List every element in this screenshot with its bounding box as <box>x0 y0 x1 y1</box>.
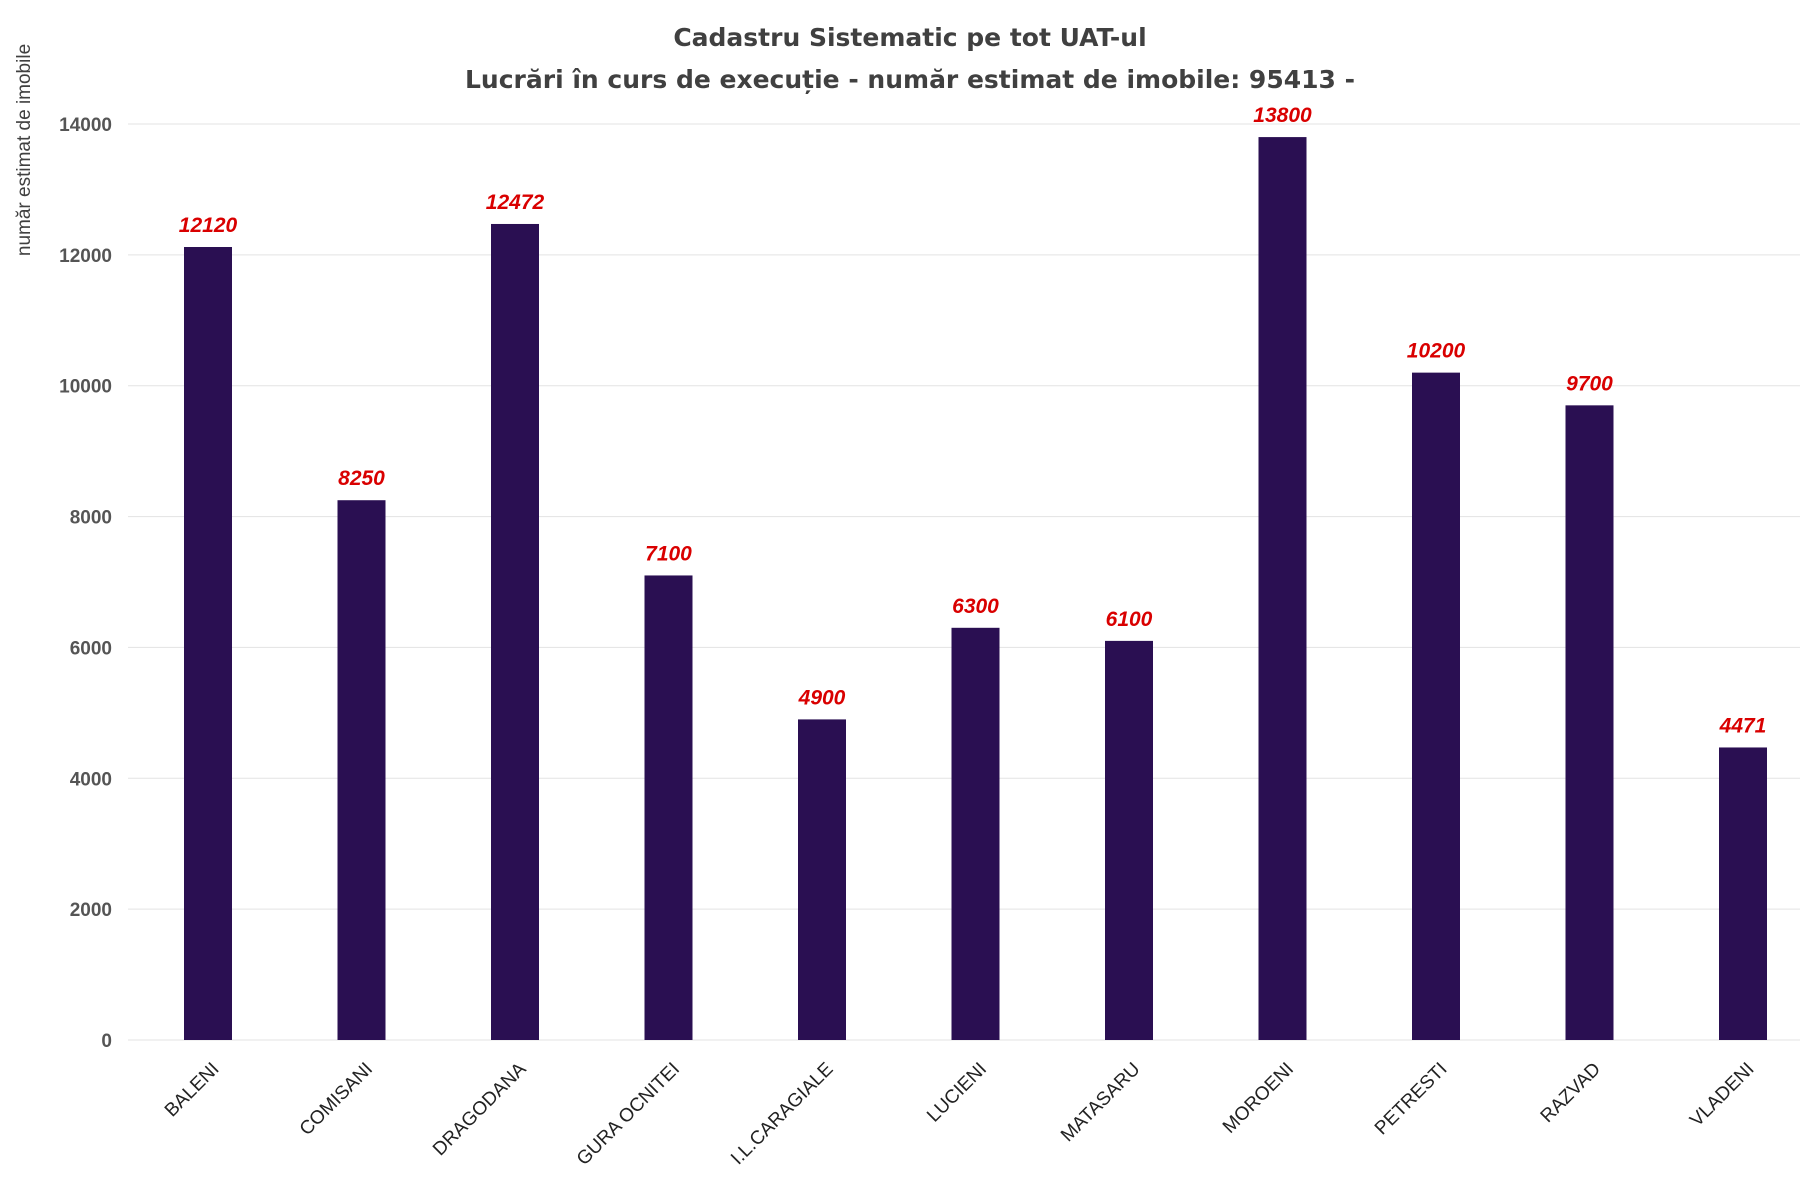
y-tick-label: 0 <box>101 1031 112 1052</box>
x-tick-label: I.L.CARAGIALE <box>727 1059 837 1169</box>
y-tick-label: 2000 <box>70 900 112 921</box>
bar <box>1719 747 1767 1040</box>
bar <box>644 575 693 1040</box>
bars <box>184 137 1767 1041</box>
x-tick-label: LUCIENI <box>923 1059 991 1127</box>
x-tick-label: DRAGODANA <box>429 1058 531 1160</box>
x-tick-label: GURA OCNITEI <box>573 1059 684 1170</box>
data-label: 4900 <box>798 686 846 709</box>
data-labels: 12120 8250 12472 7100 4900 6300 6100 13800 10200… <box>179 104 1767 737</box>
data-label: 8250 <box>338 467 385 490</box>
bar <box>184 247 232 1040</box>
data-label: 9700 <box>1566 372 1613 395</box>
y-axis-ticks: 0 2000 4000 6000 8000 10000 12000 14000 <box>59 115 112 1052</box>
bar <box>798 719 846 1040</box>
data-label: 10200 <box>1407 340 1466 363</box>
data-label: 6100 <box>1106 608 1153 631</box>
bar <box>1565 405 1614 1040</box>
y-tick-label: 12000 <box>59 246 112 267</box>
y-axis-label: număr estimat de imobile <box>14 44 35 256</box>
y-tick-label: 10000 <box>59 377 112 398</box>
x-tick-label: VLADENI <box>1686 1059 1758 1131</box>
bar <box>951 627 1000 1040</box>
x-axis-ticks: BALENI COMISANI DRAGODANA GURA OCNITEI I.L.C… <box>161 1058 1759 1169</box>
bar <box>1105 640 1153 1040</box>
x-tick-label: RAZVAD <box>1537 1059 1605 1127</box>
x-tick-label: MOROENI <box>1219 1059 1298 1138</box>
y-tick-label: 4000 <box>70 769 112 790</box>
bar <box>1258 137 1307 1041</box>
x-tick-label: BALENI <box>161 1059 224 1122</box>
data-label: 12472 <box>486 191 545 214</box>
x-tick-label: MATASARU <box>1057 1059 1145 1147</box>
chart-subtitle: Lucrări în curs de execuție - număr esti… <box>465 65 1355 94</box>
data-label: 12120 <box>179 214 238 237</box>
bar <box>1412 372 1460 1041</box>
y-tick-label: 6000 <box>70 638 112 659</box>
x-tick-label: COMISANI <box>296 1059 377 1140</box>
chart-title: Cadastru Sistematic pe tot UAT-ul <box>673 23 1146 52</box>
bar <box>491 223 539 1040</box>
data-label: 7100 <box>645 542 692 565</box>
bar <box>337 500 386 1040</box>
data-label: 6300 <box>952 595 999 618</box>
y-tick-label: 14000 <box>59 115 112 136</box>
y-tick-label: 8000 <box>70 508 112 529</box>
data-label: 13800 <box>1253 104 1312 127</box>
data-label: 4471 <box>1719 714 1767 737</box>
x-tick-label: PETRESTI <box>1371 1059 1452 1140</box>
